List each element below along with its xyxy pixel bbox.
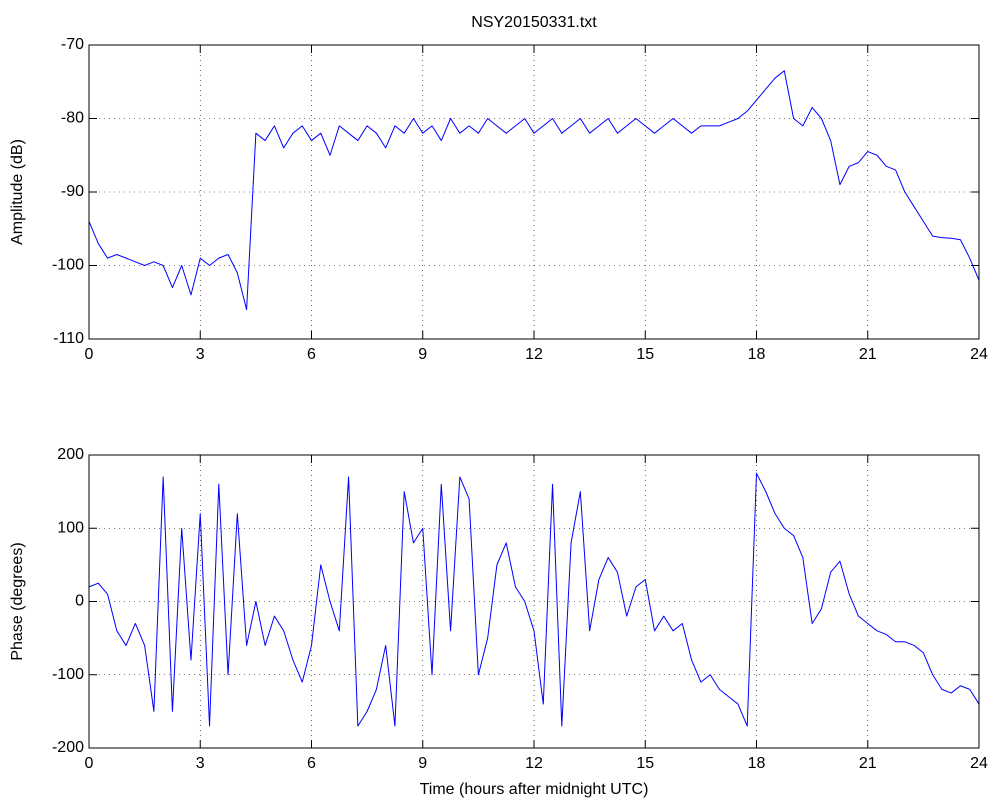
chart-title: NSY20150331.txt [471, 14, 597, 31]
y-tick-label: -70 [61, 36, 84, 53]
x-tick-label: 12 [525, 755, 543, 772]
x-tick-label: 0 [85, 346, 94, 363]
axes-box [88, 44, 980, 340]
x-tick-label: 18 [748, 346, 766, 363]
y-tick-label: 100 [57, 519, 84, 536]
x-tick-label: 3 [196, 755, 205, 772]
y-axis-label: Phase (degrees) [9, 542, 26, 660]
axes-box [88, 454, 980, 749]
y-tick-label: -100 [52, 257, 84, 274]
x-tick-label: 24 [970, 346, 988, 363]
data-line [88, 472, 980, 727]
x-tick-label: 12 [525, 346, 543, 363]
x-tick-label: 15 [636, 346, 654, 363]
y-axis-label: Amplitude (dB) [9, 139, 26, 245]
x-axis-label: Time (hours after midnight UTC) [420, 781, 649, 798]
x-tick-label: 21 [859, 755, 877, 772]
data-line [88, 70, 980, 311]
y-tick-label: -200 [52, 739, 84, 756]
x-tick-label: 0 [85, 755, 94, 772]
y-tick-label: -110 [53, 330, 84, 347]
x-tick-label: 21 [859, 346, 877, 363]
y-tick-label: 0 [75, 593, 84, 610]
x-tick-label: 9 [418, 755, 427, 772]
x-tick-label: 3 [196, 346, 205, 363]
x-tick-label: 6 [307, 346, 316, 363]
y-tick-label: -90 [61, 183, 84, 200]
x-tick-label: 6 [307, 755, 316, 772]
x-tick-label: 9 [418, 346, 427, 363]
x-tick-label: 24 [970, 755, 988, 772]
y-tick-label: -80 [61, 110, 84, 127]
y-tick-label: 200 [57, 446, 84, 463]
y-tick-label: -100 [52, 666, 84, 683]
x-tick-label: 15 [636, 755, 654, 772]
x-tick-label: 18 [748, 755, 766, 772]
